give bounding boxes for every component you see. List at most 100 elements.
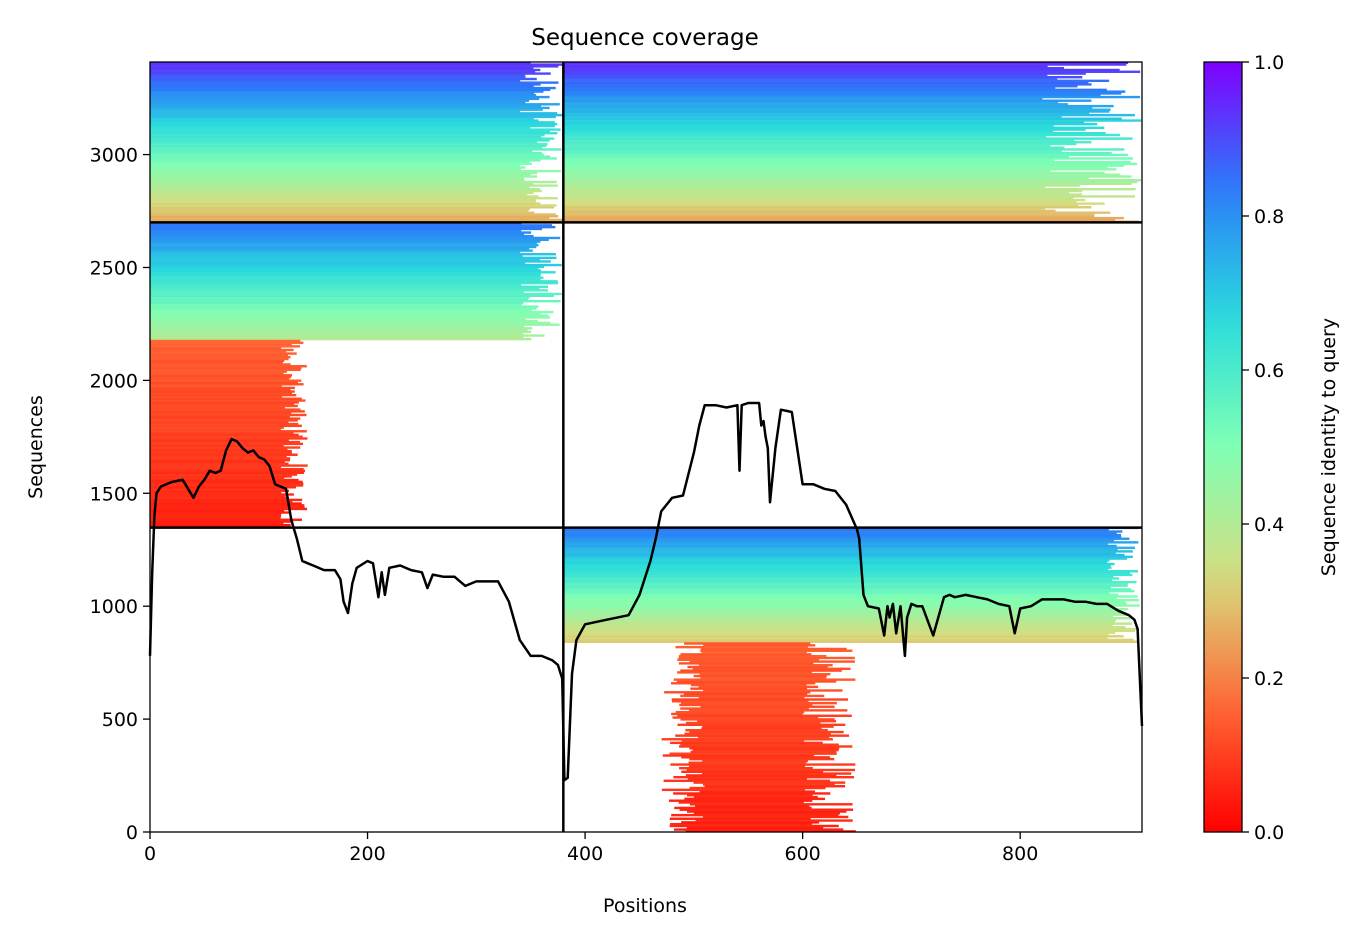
heatmap-row <box>663 779 831 783</box>
heatmap-row <box>150 164 521 167</box>
heatmap-row <box>679 766 813 770</box>
heatmap-row <box>688 761 807 764</box>
heatmap-row <box>150 251 521 254</box>
heatmap-row <box>150 310 554 314</box>
heatmap-row <box>150 173 531 176</box>
heatmap-row <box>563 139 1075 142</box>
heatmap-row <box>704 785 846 788</box>
heatmap-row <box>150 366 302 370</box>
heatmap-row <box>150 83 541 86</box>
heatmap-row <box>563 624 1113 627</box>
heatmap-row <box>681 756 830 759</box>
heatmap-row <box>150 460 285 464</box>
heatmap-row <box>683 692 808 696</box>
heatmap-row <box>662 754 815 757</box>
heatmap-row <box>563 584 1128 587</box>
heatmap-row <box>689 660 855 663</box>
heatmap-row <box>150 426 284 429</box>
heatmap-row <box>563 570 1139 573</box>
heatmap-row <box>150 126 531 129</box>
heatmap-row <box>563 617 1131 620</box>
heatmap-row <box>563 620 1115 624</box>
heatmap-row <box>150 233 525 236</box>
heatmap-row <box>563 95 1141 99</box>
y-tick-label: 500 <box>102 709 138 731</box>
heatmap-row <box>680 653 812 656</box>
heatmap-row <box>675 734 850 737</box>
heatmap-row <box>150 280 558 283</box>
heatmap-row <box>150 287 540 290</box>
heatmap-row <box>685 729 828 732</box>
heatmap-row <box>150 113 564 117</box>
heatmap-row <box>150 276 544 279</box>
heatmap-row <box>563 62 1129 64</box>
heatmap-row <box>150 500 293 503</box>
heatmap-row <box>693 781 846 784</box>
heatmap-row <box>679 703 813 707</box>
heatmap-row <box>150 177 524 180</box>
heatmap-row <box>150 225 556 229</box>
heatmap-row <box>563 101 1059 104</box>
heatmap-row <box>150 211 535 214</box>
y-tick-label: 2000 <box>90 370 138 392</box>
heatmap-row <box>563 636 1108 640</box>
colorbar-tick-label: 0.0 <box>1254 822 1284 844</box>
heatmap-row <box>563 626 1126 629</box>
heatmap-row <box>563 79 1110 83</box>
heatmap-row <box>150 325 525 328</box>
heatmap-row <box>670 741 823 745</box>
heatmap-row <box>563 106 1093 110</box>
heatmap-row <box>150 204 557 207</box>
heatmap-row <box>150 132 558 135</box>
heatmap-row <box>563 121 1085 124</box>
heatmap-row <box>150 263 562 267</box>
heatmap-row <box>150 249 533 252</box>
heatmap-row <box>563 209 1056 213</box>
heatmap-row <box>563 178 1142 182</box>
heatmap-row <box>150 487 287 491</box>
heatmap-row <box>688 765 806 768</box>
heatmap-row <box>563 615 1114 618</box>
heatmap-row <box>150 516 281 520</box>
colorbar-tick-label: 0.8 <box>1254 206 1284 228</box>
heatmap-row <box>150 468 304 471</box>
heatmap-row <box>563 184 1080 187</box>
heatmap-row <box>677 714 852 717</box>
heatmap-row <box>150 104 542 108</box>
heatmap-row <box>685 774 837 777</box>
heatmap-row <box>673 792 831 795</box>
heatmap-row <box>563 577 1120 580</box>
heatmap-row <box>150 334 545 337</box>
heatmap-row <box>673 678 856 681</box>
heatmap-row <box>150 265 545 269</box>
heatmap-row <box>693 812 840 815</box>
heatmap-row <box>563 204 1079 207</box>
heatmap-row <box>150 269 542 272</box>
heatmap-row <box>563 548 1118 551</box>
heatmap-row <box>150 352 297 355</box>
heatmap-row <box>150 195 539 198</box>
heatmap-row <box>563 640 1139 643</box>
heatmap-row <box>670 763 856 766</box>
heatmap-row <box>670 822 813 826</box>
heatmap-row <box>563 124 1054 128</box>
heatmap-row <box>692 667 851 671</box>
heatmap-row <box>677 723 846 727</box>
heatmap-row <box>688 709 848 712</box>
heatmap-row <box>150 191 534 195</box>
heatmap-row <box>563 180 1138 184</box>
heatmap-row <box>150 112 558 115</box>
heatmap-row <box>150 215 559 218</box>
heatmap-row <box>563 566 1112 569</box>
heatmap-block-4 <box>563 526 1140 832</box>
heatmap-row <box>150 402 294 406</box>
heatmap-row <box>150 193 528 196</box>
heatmap-row <box>664 691 811 694</box>
heatmap-row <box>150 363 291 366</box>
heatmap-row <box>689 757 835 761</box>
heatmap-row <box>680 707 809 710</box>
heatmap-row <box>150 431 294 435</box>
heatmap-row <box>150 518 302 521</box>
heatmap-row <box>150 229 522 232</box>
heatmap-row <box>563 602 1127 605</box>
